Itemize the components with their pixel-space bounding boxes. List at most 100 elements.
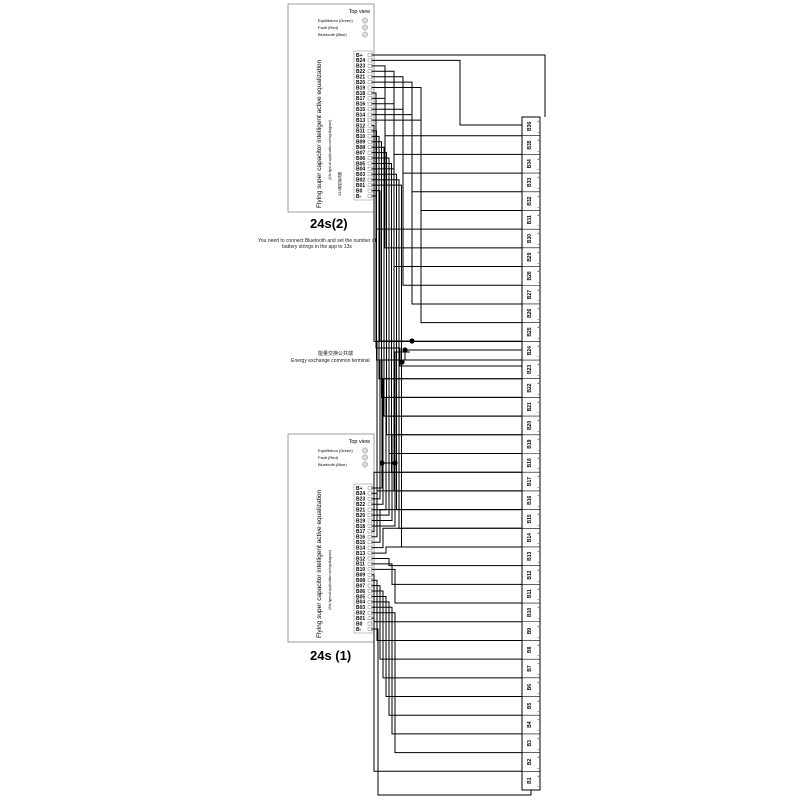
cell-plus-sign: +	[537, 138, 540, 143]
board-top-title: Flying super capacitor intelligent activ…	[316, 59, 323, 208]
board-bottom-pin-label: B10	[356, 567, 365, 573]
battery-cell-label: B5	[527, 702, 533, 709]
wire	[372, 617, 522, 772]
cell-minus-sign: −	[537, 298, 540, 303]
battery-cell-label: B6	[527, 684, 533, 691]
cell-plus-sign: +	[537, 231, 540, 236]
board-top-pin-label: B19	[356, 85, 365, 91]
cell-minus-sign: −	[537, 616, 540, 621]
board-bottom-label: 24s (1)	[310, 648, 351, 663]
board-top-pin-terminal	[367, 183, 372, 187]
board-top-pin-label: B02	[356, 178, 365, 184]
board-bottom-pin-terminal	[367, 556, 372, 561]
board-top-pin-label: B20	[356, 80, 365, 86]
energy-note-en: Energy exchange common terminal	[291, 358, 370, 364]
board-bottom-pin-terminal	[367, 545, 372, 550]
board-top-chinese-subtitle: 24S典型接线图	[337, 171, 342, 196]
cell-plus-sign: +	[537, 773, 540, 778]
battery-cell-label: B16	[527, 495, 533, 504]
board-top-pin-terminal	[367, 145, 372, 149]
cell-minus-sign: −	[537, 522, 540, 527]
board-top-pin-terminal	[367, 172, 372, 177]
cell-minus-sign: −	[537, 223, 540, 228]
wire	[372, 546, 522, 554]
board-top-pin-label: B07	[356, 150, 365, 156]
cell-plus-sign: +	[537, 680, 540, 685]
board-bottom-pin-terminal	[367, 491, 372, 496]
wire	[372, 606, 522, 735]
board-top-pin-terminal	[367, 194, 372, 198]
board-top-led-icon	[362, 17, 368, 24]
board-bottom-pin-terminal	[367, 551, 372, 555]
board-bottom-title: Flying super capacitor intelligent activ…	[316, 489, 323, 638]
cell-minus-sign: −	[537, 186, 540, 191]
board-top-pin-label: B10	[356, 134, 365, 140]
battery-cell-label: B29	[527, 252, 533, 261]
cell-plus-sign: +	[537, 325, 540, 330]
board-bottom-pin-label: B24	[356, 491, 365, 497]
wire	[372, 190, 522, 342]
board-bottom-pin-label: B22	[356, 502, 365, 508]
wire	[372, 119, 522, 324]
cell-plus-sign: +	[537, 175, 540, 180]
board-bottom-pin-terminal	[367, 486, 372, 490]
board-bottom-pin-terminal	[367, 529, 372, 534]
wire	[372, 359, 522, 500]
wire	[372, 527, 522, 549]
board-top-label: 24s(2)	[310, 216, 348, 231]
board-bottom-pin-terminal	[367, 507, 372, 512]
cell-minus-sign: −	[537, 466, 540, 471]
board-top-pin-label: B22	[356, 69, 365, 75]
board-top-pin-terminal	[367, 150, 372, 155]
cell-plus-sign: +	[537, 717, 540, 722]
wire	[372, 97, 522, 249]
board-bottom-pin-terminal	[367, 610, 372, 615]
wire	[372, 574, 522, 623]
cell-plus-sign: +	[537, 287, 540, 292]
cell-plus-sign: +	[537, 437, 540, 442]
board-top-pin-terminal	[367, 85, 372, 90]
battery-cell-label: B10	[527, 608, 533, 617]
board-bottom-pin-terminal	[367, 502, 372, 507]
board-bottom-pin-label: B11	[356, 562, 365, 568]
board-top-led-icon	[362, 31, 368, 38]
cell-minus-sign: −	[537, 373, 540, 378]
battery-cell-label: B11	[527, 589, 533, 598]
board-bottom-pin-terminal	[367, 583, 372, 588]
board-top-pin-label: B+	[356, 53, 363, 59]
board-bottom-pin-terminal	[367, 578, 372, 582]
board-bottom-pin-terminal	[367, 621, 372, 626]
battery-cell-label: B25	[527, 327, 533, 336]
cell-minus-sign: −	[537, 410, 540, 415]
energy-note-cn: 能量交换公共端	[318, 351, 354, 357]
board-top-pin-terminal	[367, 156, 372, 160]
board-top-pin-label: B04	[356, 167, 365, 173]
battery-cell-label: B19	[527, 439, 533, 448]
battery-cell-label: B27	[527, 290, 533, 299]
wire	[380, 351, 410, 464]
board-top-pin-label: B09	[356, 140, 365, 146]
board-top-pin-label: B18	[356, 91, 365, 97]
board-top-pin-label: B11	[356, 129, 365, 135]
cell-minus-sign: −	[537, 261, 540, 266]
junction-dot	[409, 338, 415, 344]
cell-plus-sign: +	[537, 605, 540, 610]
board-top-led-label: Equilibrium (Green)	[318, 18, 353, 23]
cell-plus-sign: +	[537, 586, 540, 591]
board-top-pin-terminal	[367, 102, 372, 106]
board-bottom-pin-label: B18	[356, 524, 365, 530]
battery-cell-label: B9	[527, 628, 533, 635]
battery-cell-label: B3	[527, 740, 533, 747]
cell-minus-sign: −	[537, 204, 540, 209]
board-top-pin-label: B08	[356, 145, 365, 151]
junction-dots	[379, 338, 415, 466]
cell-minus-sign: −	[537, 672, 540, 677]
board-bottom-pin-label: B0	[356, 621, 363, 627]
battery-cell-label: B8	[527, 646, 533, 653]
wire	[372, 590, 522, 679]
board-bottom-pin-label: B23	[356, 497, 365, 503]
cell-minus-sign: −	[537, 560, 540, 565]
board-bottom-pin-terminal	[367, 513, 372, 517]
board-bottom-pin-terminal	[367, 572, 372, 577]
board-top-pin-label: B03	[356, 172, 365, 178]
